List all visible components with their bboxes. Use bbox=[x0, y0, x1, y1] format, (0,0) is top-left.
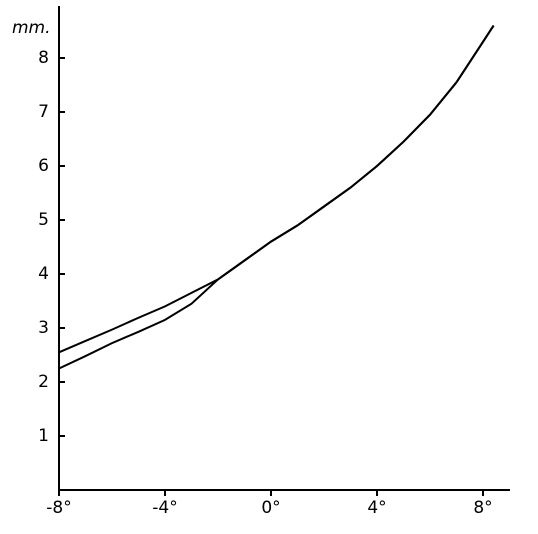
x-tick-label: 0° bbox=[261, 498, 280, 518]
y-tick-label: 7 bbox=[38, 102, 49, 122]
y-tick-label: 6 bbox=[38, 156, 49, 176]
y-tick-label: 4 bbox=[38, 264, 49, 284]
y-tick-label: 2 bbox=[38, 372, 49, 392]
line bbox=[58, 25, 495, 370]
y-tick-label: 5 bbox=[38, 210, 49, 230]
x-tick-label: -8° bbox=[46, 498, 71, 518]
y-tick-label: 3 bbox=[38, 318, 49, 338]
x-tick-label: 4° bbox=[367, 498, 386, 518]
y-axis-label: mm. bbox=[12, 18, 51, 38]
x-tick-label: -4° bbox=[152, 498, 177, 518]
line bbox=[58, 25, 495, 354]
y-tick-label: 1 bbox=[38, 426, 49, 446]
x-tick-label: 8° bbox=[473, 498, 492, 518]
y-tick-label: 8 bbox=[38, 48, 49, 68]
